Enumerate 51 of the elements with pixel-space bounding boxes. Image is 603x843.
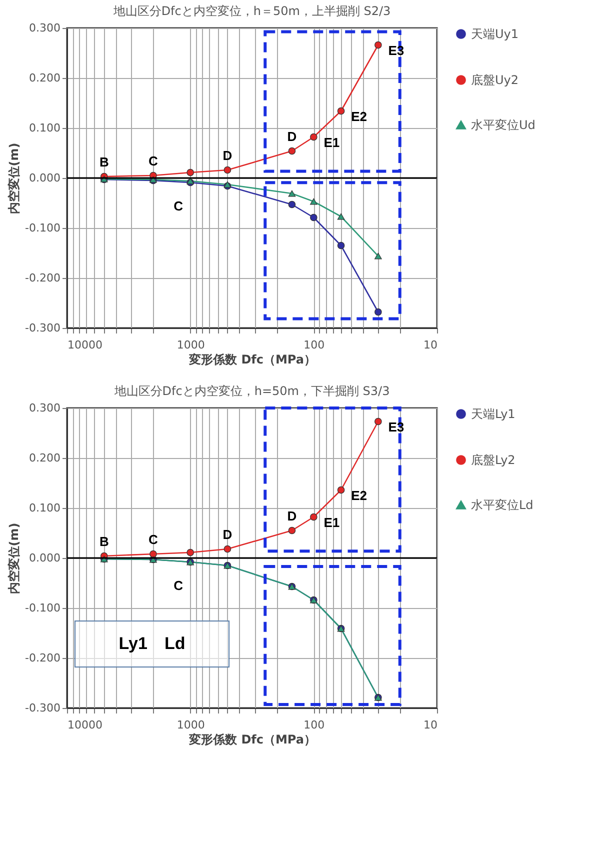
annotation: E1: [324, 515, 340, 530]
annotation: D: [287, 508, 297, 524]
y-tick-label: 0.200: [29, 452, 60, 464]
annotation: E3: [388, 420, 404, 434]
annotation: E1: [324, 135, 340, 150]
legend-label: 天端Uy1: [471, 27, 519, 41]
annotation: D: [222, 148, 232, 163]
y-tick-label: 0.100: [29, 122, 60, 134]
annotation: B: [99, 154, 109, 170]
y-tick-label: -0.200: [25, 652, 60, 664]
annotation: B: [99, 534, 109, 549]
y-axis-title: 内空変位(m): [7, 142, 22, 214]
legend-label: 天端Ly1: [471, 407, 516, 421]
annotation: Ly1 Ld: [118, 634, 186, 653]
y-tick-label: 0.300: [29, 22, 60, 34]
x-tick-label: 10: [424, 338, 438, 352]
annotation: C: [148, 154, 159, 168]
x-tick-label: 10000: [68, 338, 102, 352]
annotation: E2: [351, 488, 367, 503]
annotation: D: [222, 527, 232, 542]
y-tick-label: -0.100: [25, 602, 60, 614]
y-tick-label: 0.100: [29, 502, 60, 514]
chart-title: 地山区分Dfcと内空変位，h＝50m，上半掘削 S2/3: [112, 4, 391, 18]
x-tick-label: 100: [304, 338, 325, 352]
x-tick-label: 10: [424, 718, 438, 732]
x-axis-title: 変形係数 Dfc（MPa）: [188, 732, 316, 746]
legend-label: 水平変位Ld: [471, 498, 534, 512]
y-tick-label: 0.300: [29, 402, 60, 414]
annotation: E2: [351, 109, 367, 124]
x-axis-title: 変形係数 Dfc（MPa）: [188, 352, 316, 366]
y-tick-label: 0.000: [29, 172, 60, 184]
legend-label: 底盤Ly2: [471, 453, 516, 467]
y-tick-label: 0.200: [29, 72, 60, 84]
x-tick-label: 10000: [68, 718, 102, 732]
x-tick-label: 100: [304, 718, 325, 732]
annotation: D: [287, 129, 297, 144]
legend-label: 底盤Uy2: [471, 73, 519, 87]
annotation: C: [174, 198, 184, 214]
y-tick-label: 0.000: [29, 552, 60, 564]
y-axis-title: 内空変位(m): [7, 522, 22, 594]
chart-title: 地山区分Dfcと内空変位，h=50m，下半掘削 S3/3: [113, 384, 390, 398]
y-tick-label: -0.100: [25, 222, 60, 234]
x-tick-label: 1000: [176, 338, 205, 352]
legend-label: 水平変位Ud: [471, 118, 536, 132]
y-tick-label: -0.300: [25, 702, 60, 714]
annotation: C: [148, 532, 159, 547]
annotation: C: [174, 578, 184, 593]
x-tick-label: 1000: [176, 718, 205, 732]
annotation: E3: [388, 43, 404, 58]
y-tick-label: -0.300: [25, 322, 60, 334]
y-tick-label: -0.200: [25, 272, 60, 284]
